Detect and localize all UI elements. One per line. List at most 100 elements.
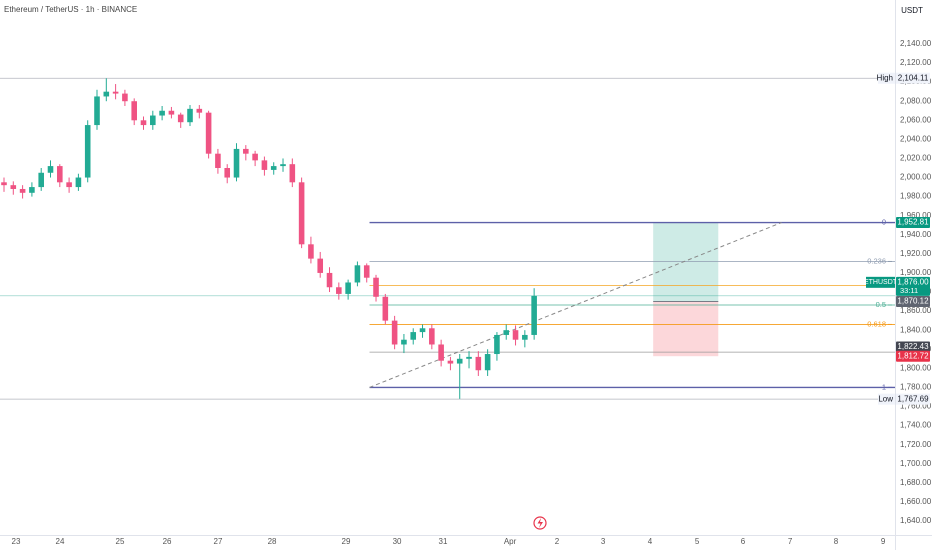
candle-body [503,330,510,335]
candle-body [131,101,137,121]
candle-body [494,334,500,355]
price-tag [896,217,930,229]
candle-body [168,110,175,115]
fib-level-label: 0 [882,218,886,227]
candle-body [280,164,286,167]
y-tick-label: 1,760.00 [900,402,932,411]
candle-body [140,120,147,126]
y-tick-label: 2,140.00 [900,39,932,48]
price-line-value: 1,767.69 [897,394,929,403]
replay-icon[interactable] [533,516,547,530]
x-tick-label: 26 [163,537,172,546]
y-tick-label: 1,780.00 [900,383,932,392]
candle-body [75,177,82,188]
candle-body [373,277,379,297]
y-tick-label: 1,900.00 [900,268,932,277]
y-tick-label: 1,660.00 [900,497,932,506]
candle-body [243,148,249,154]
y-tick-label: 1,720.00 [900,440,932,449]
price-line-name: High [877,73,893,82]
candle-body [10,185,17,189]
y-tick-label: 1,680.00 [900,478,932,487]
candle-body [354,265,361,283]
candle-body [326,272,333,288]
candle-body [438,344,444,361]
candle-body [363,265,370,278]
x-tick-label: 24 [56,537,65,546]
y-tick-label: 2,000.00 [900,173,932,182]
price-tag [896,350,930,362]
candle-body [308,244,314,259]
x-tick-label: 8 [834,537,839,546]
candle-body [47,166,54,173]
candle-body [215,153,221,168]
candle-body [382,296,389,321]
candle-body [19,188,26,193]
y-tick-label: 2,060.00 [900,115,932,124]
x-tick-label: 9 [881,537,886,546]
price-line-value: 2,104.11 [898,73,929,82]
x-tick-label: 25 [116,537,125,546]
candle-body [196,108,203,113]
y-tick-label: 1,960.00 [900,211,932,220]
candle-body [233,148,240,178]
candle-body [475,356,482,371]
candle-body [1,182,7,186]
x-tick-label: 30 [393,537,402,546]
candle-body [429,328,435,345]
candle-body [447,360,454,364]
y-tick-label: 1,700.00 [900,459,932,468]
y-tick-label: 1,860.00 [900,306,932,315]
candle-body [270,166,277,170]
trend-line [369,222,782,388]
candle-body [224,167,231,178]
x-tick-label: 23 [12,537,21,546]
candle-body [112,91,119,94]
price-line-value-box [896,72,930,84]
y-tick-label: 1,840.00 [900,325,932,334]
fib-level-label: 0.618 [867,319,886,328]
candle-body [522,334,528,340]
y-tick-label: 1,980.00 [900,192,932,201]
last-name: ETHUSDT [864,279,898,286]
price-line-name-box [878,72,895,84]
x-tick-label: 31 [439,537,448,546]
price-tag [896,341,930,353]
x-tick-label: 2 [555,537,560,546]
x-tick-label: 5 [695,537,700,546]
fib-level-label: 0.5 [876,300,886,309]
candle-body [345,282,351,294]
countdown: 33:11 [900,286,918,295]
candle-body [317,258,324,273]
y-tick-label: 2,040.00 [900,134,932,143]
x-tick-label: 6 [741,537,746,546]
y-tick-label: 1,920.00 [900,249,932,258]
y-tick-label: 1,740.00 [900,421,932,430]
price-line-name-box [878,393,895,405]
candle-body [261,160,268,170]
candle-body [336,287,342,294]
candle-body [122,93,128,102]
price-tag-label: 1,870.12 [897,297,929,306]
candle-body [187,108,193,123]
candle-body [66,182,72,188]
candle-body [410,332,417,340]
icon-bolt[interactable] [537,518,544,528]
candle-body [159,110,165,116]
candle-body [531,295,537,335]
last-price-tag [896,276,930,296]
candle-body [94,96,100,126]
price-tag-label: 1,952.81 [897,218,929,227]
candle-body [401,339,407,345]
x-tick-label: 27 [214,537,223,546]
price-line-value-box [896,393,930,405]
x-tick-label: 28 [268,537,277,546]
price-tag [896,295,930,307]
price-line-name: Low [878,394,893,403]
x-tick-label: 29 [342,537,351,546]
y-tick-label: 2,120.00 [900,58,932,67]
candle-body [456,358,463,364]
icon-ring[interactable] [533,516,547,530]
